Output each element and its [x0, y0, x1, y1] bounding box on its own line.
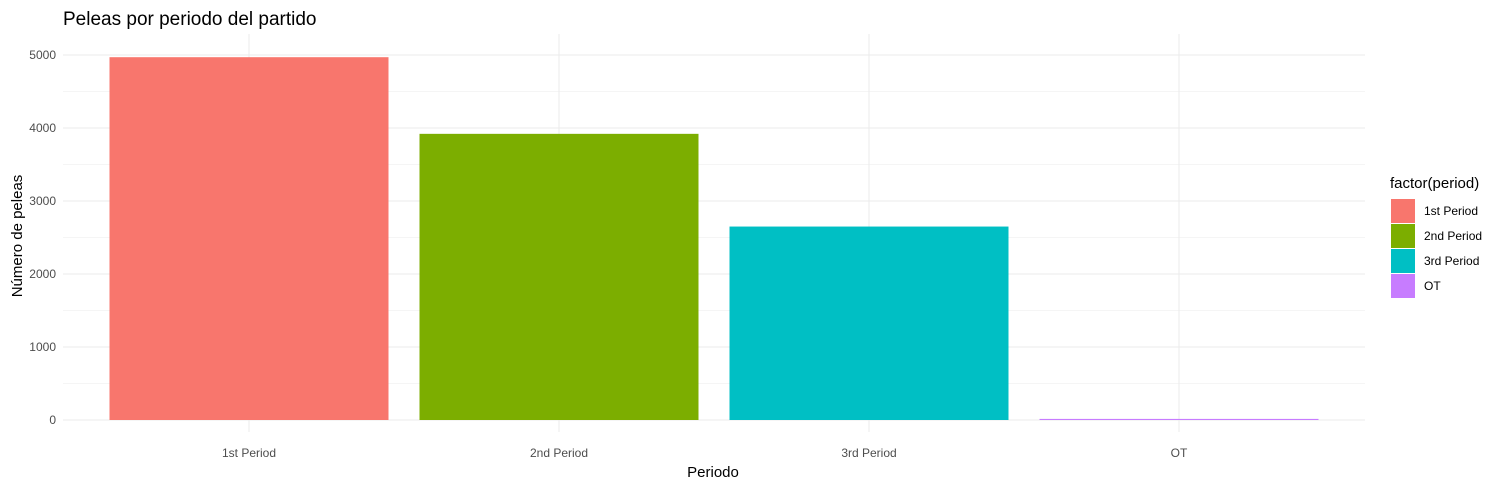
- legend-swatch: [1391, 274, 1415, 298]
- y-tick-label: 5000: [29, 48, 56, 62]
- legend-label: OT: [1424, 279, 1441, 293]
- y-tick-label: 4000: [29, 121, 56, 135]
- legend-swatch: [1391, 249, 1415, 273]
- bars: [109, 57, 1319, 420]
- legend-label: 1st Period: [1424, 204, 1478, 218]
- x-tick-label: OT: [1171, 446, 1188, 460]
- legend: factor(period) 1st Period 2nd Period 3rd P…: [1390, 175, 1482, 298]
- y-axis-ticks: 0 1000 2000 3000 4000 5000: [29, 48, 56, 427]
- y-tick-label: 2000: [29, 267, 56, 281]
- y-tick-label: 1000: [29, 340, 56, 354]
- legend-label: 2nd Period: [1424, 229, 1482, 243]
- bar-1st-period: [109, 57, 389, 420]
- x-tick-label: 3rd Period: [841, 446, 896, 460]
- legend-items: 1st Period 2nd Period 3rd Period OT: [1391, 199, 1482, 298]
- x-axis-ticks: 1st Period 2nd Period 3rd Period OT: [222, 446, 1188, 460]
- y-tick-label: 3000: [29, 194, 56, 208]
- legend-swatch: [1391, 199, 1415, 223]
- bar-3rd-period: [729, 226, 1009, 420]
- x-tick-label: 1st Period: [222, 446, 276, 460]
- bar-ot: [1039, 418, 1319, 420]
- x-axis-title: Periodo: [687, 464, 739, 481]
- legend-title: factor(period): [1390, 175, 1479, 192]
- x-tick-label: 2nd Period: [530, 446, 588, 460]
- chart-title: Peleas por periodo del partido: [63, 9, 317, 30]
- y-axis-title: Número de peleas: [9, 175, 26, 298]
- legend-label: 3rd Period: [1424, 254, 1479, 268]
- legend-swatch: [1391, 224, 1415, 248]
- bar-2nd-period: [419, 133, 699, 420]
- y-tick-label: 0: [49, 413, 56, 427]
